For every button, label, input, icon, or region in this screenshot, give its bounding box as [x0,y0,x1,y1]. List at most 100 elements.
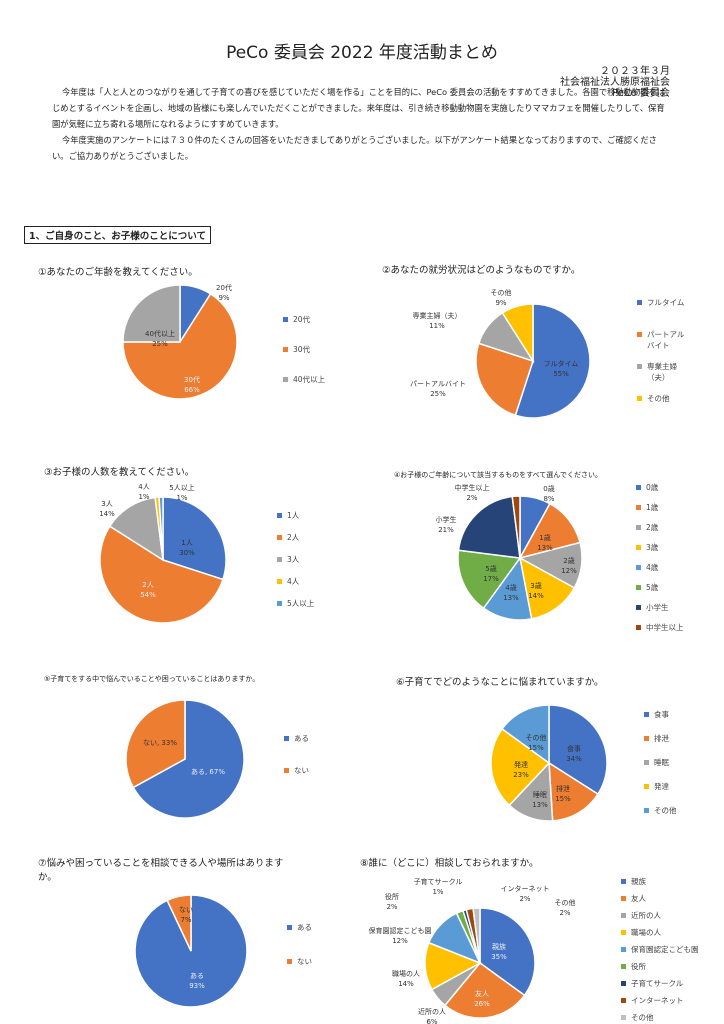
q4-data-label-3: 2歳 12% [561,556,577,575]
q2-legend-item-1: フルタイム [637,297,684,308]
q1-legend-item-2: 30代 [283,344,310,355]
legend-label: 小学生 [646,603,669,612]
q3-data-label-5: 5人以上 1% [169,483,194,502]
q6-slice-2 [548,761,600,822]
legend-swatch [287,958,292,964]
legend-swatch [636,544,641,550]
q5-title: ⑤子育てをする中で悩んでいることや困っていることはありますか。 [44,675,260,683]
legend-swatch [621,963,626,969]
legend-swatch [636,584,641,590]
document-meta: ２０２３年３月 社会福祉法人勝原福祉会 PeCo 委員会 [560,66,670,99]
q4-pie: 0歳 8% 1歳 13% 2歳 12% 3歳 14% 4歳 13%5歳 17% 小学生 21% 中学生以上… [436,483,583,621]
legend-swatch [283,346,288,352]
q8-title: ⑧誰に（どこに）相談しておられますか。 [360,858,539,869]
q4-data-label-2: 1歳 13% [537,533,553,552]
q8-slice-2 [443,961,526,1019]
q8-legend-item-3: 近所の人 [621,910,661,921]
legend-swatch [637,299,642,305]
legend-swatch [277,556,282,562]
q2-data-label-3: 専業主婦（夫） 11% [413,311,462,330]
q2-slice-4 [501,303,534,364]
legend-swatch [277,600,282,606]
q8-data-label-4: 職場の人 14% [392,969,420,988]
legend-swatch [284,735,289,741]
q3-data-label-3: 3人 14% [99,500,115,518]
q4-legend-item-6: 5歳 [636,582,658,593]
legend-label: ない [294,766,309,775]
q4-legend-item-1: 0歳 [636,482,658,493]
legend-swatch [644,735,649,741]
q2-slice-2 [475,342,534,417]
legend-swatch [636,524,641,530]
q3-legend-item-3: 3人 [277,554,299,565]
q3-data-label-4: 4人 1% [138,483,150,501]
legend-swatch [644,759,649,765]
q3-slice-2 [99,525,224,624]
legend-label: 2人 [287,533,300,542]
legend-swatch [621,997,626,1003]
q7-legend-item-1: ある [287,922,312,933]
legend-label: 5人以上 [287,599,315,608]
legend-swatch [644,711,649,717]
q4-slice-4 [518,556,576,620]
q1-pie: 20代 9% 30代 66% 40代以上 25% [122,283,238,400]
q4-legend-item-4: 3歳 [636,542,658,553]
q8-legend-item-5: 保育園認定こども園 [621,944,699,955]
legend-swatch [621,912,626,918]
legend-swatch [636,564,641,570]
q3-legend-item-5: 5人以上 [277,598,314,609]
q8-data-label-5: 保育園認定こども園 12% [369,926,432,945]
q6-data-label-5: その他 15% [526,733,547,752]
legend-label: 保育園認定こども園 [631,945,699,954]
q3-legend-item-2: 2人 [277,532,299,543]
q2-slice-1 [514,303,591,419]
issue-date: ２０２３年３月 [600,66,670,77]
q8-data-label-7: 子育てサークル 1% [414,877,463,896]
q5-legend-item-1: ある [284,733,309,744]
legend-label: ある [297,923,312,932]
q1-data-label-1: 20代 9% [216,283,232,302]
q4-data-label-6: 5歳 17% [483,564,499,583]
q2-legend-item-3: 専業主婦 （夫） [637,361,677,383]
q6-title: ⑥子育てでどのようなことに悩まれていますか。 [396,677,604,688]
q2-legend-item-4: その他 [637,393,670,404]
q6-slice-5 [501,704,550,765]
legend-label: 3歳 [646,543,659,552]
q8-legend-item-8: インターネット [621,995,684,1006]
legend-swatch [621,946,626,952]
q4-legend-item-7: 小学生 [636,602,669,613]
legend-label: 排泄 [654,734,669,743]
q7-legend-item-2: ない [287,956,312,967]
q1-data-label-2: 30代 66% [184,375,200,394]
q8-data-label-1: 親族 35% [491,942,507,961]
q6-data-label-2: 排泄 15% [555,784,571,803]
q2-title: ②あなたの就労状況はどのようなものですか。 [382,265,581,276]
legend-label: 40代以上 [293,375,326,384]
legend-label: 30代 [293,345,311,354]
q7-title: ⑦悩みや困っていることを相談できる人や場所はありますか。 [38,858,284,883]
legend-label: 睡眠 [654,758,669,767]
q4-legend-item-5: 4歳 [636,562,658,573]
intro-paragraph-1: 今年度は「人と人とのつながりを通して子育ての喜びを感じていただく場を作る」ことを… [52,87,666,129]
legend-swatch [637,331,642,337]
legend-label: 20代 [293,315,311,324]
q4-data-label-5: 4歳 13% [503,583,519,602]
legend-swatch [636,624,641,630]
legend-swatch [637,395,642,401]
legend-label: その他 [654,806,677,815]
q5-slice-2 [125,699,186,789]
legend-swatch [636,504,641,510]
q4-data-label-4: 3歳 14% [528,581,544,600]
legend-swatch [636,484,641,490]
legend-swatch [644,807,649,813]
legend-label: その他 [631,1013,654,1022]
legend-label: その他 [647,394,670,403]
q7-data-label-1: ある 93% [189,972,205,990]
q8-legend-item-4: 職場の人 [621,927,661,938]
q4-legend-item-8: 中学生以上 [636,622,684,633]
legend-label: 食事 [654,710,669,719]
legend-label: 職場の人 [631,928,661,937]
q3-slice-1 [162,496,227,581]
legend-label: 役所 [631,962,646,971]
q1-legend-item-1: 20代 [283,314,310,325]
